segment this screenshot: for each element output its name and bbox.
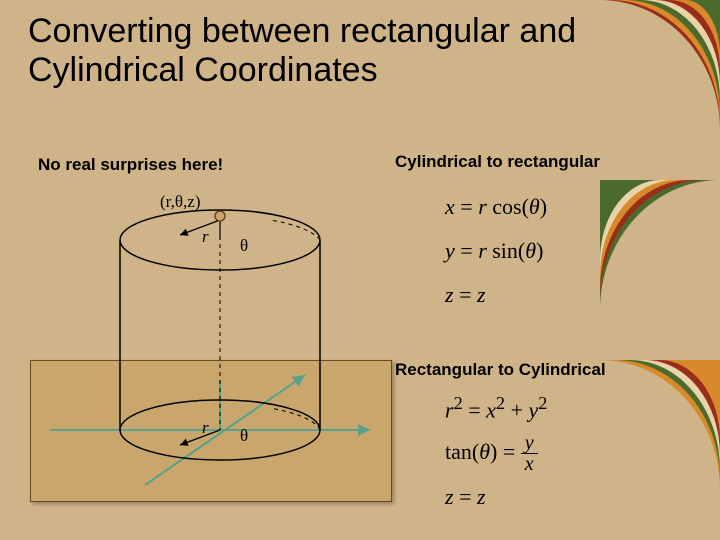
r-label-top: r xyxy=(202,227,209,247)
subtitle-left: No real surprises here! xyxy=(38,155,223,175)
eq-x: x = r cos(θ) xyxy=(445,185,547,229)
eq-z1: z = z xyxy=(445,273,547,317)
frac-den: x xyxy=(521,454,538,474)
slide-root: Converting between rectangular and Cylin… xyxy=(0,0,720,540)
eq-z2: z = z xyxy=(445,478,547,515)
frac-num: y xyxy=(521,433,538,454)
r-arrow-top xyxy=(180,220,220,235)
eq-r: r2 = x2 + y2 xyxy=(445,388,547,429)
content-area: Converting between rectangular and Cylin… xyxy=(0,0,720,90)
cylinder-diagram: (r,θ,z) r θ r θ xyxy=(30,180,390,510)
eq-y: y = r sin(θ) xyxy=(445,229,547,273)
r-label-bottom: r xyxy=(202,418,209,438)
theta-label-bottom: θ xyxy=(240,426,248,446)
section-cyl-to-rect-title: Cylindrical to rectangular xyxy=(395,152,600,172)
diagram-svg xyxy=(30,180,390,510)
section-rect-to-cyl-title: Rectangular to Cylindrical xyxy=(395,360,606,380)
equations-cyl-to-rect: x = r cos(θ) y = r sin(θ) z = z xyxy=(445,185,547,317)
point-label: (r,θ,z) xyxy=(160,192,201,212)
page-title: Converting between rectangular and Cylin… xyxy=(28,12,692,90)
equations-rect-to-cyl: r2 = x2 + y2 tan(θ) = y x z = z xyxy=(445,388,547,516)
eq-theta: tan(θ) = y x xyxy=(445,433,547,474)
theta-arc-top xyxy=(270,220,320,240)
point-marker xyxy=(215,211,225,221)
theta-label-top: θ xyxy=(240,236,248,256)
